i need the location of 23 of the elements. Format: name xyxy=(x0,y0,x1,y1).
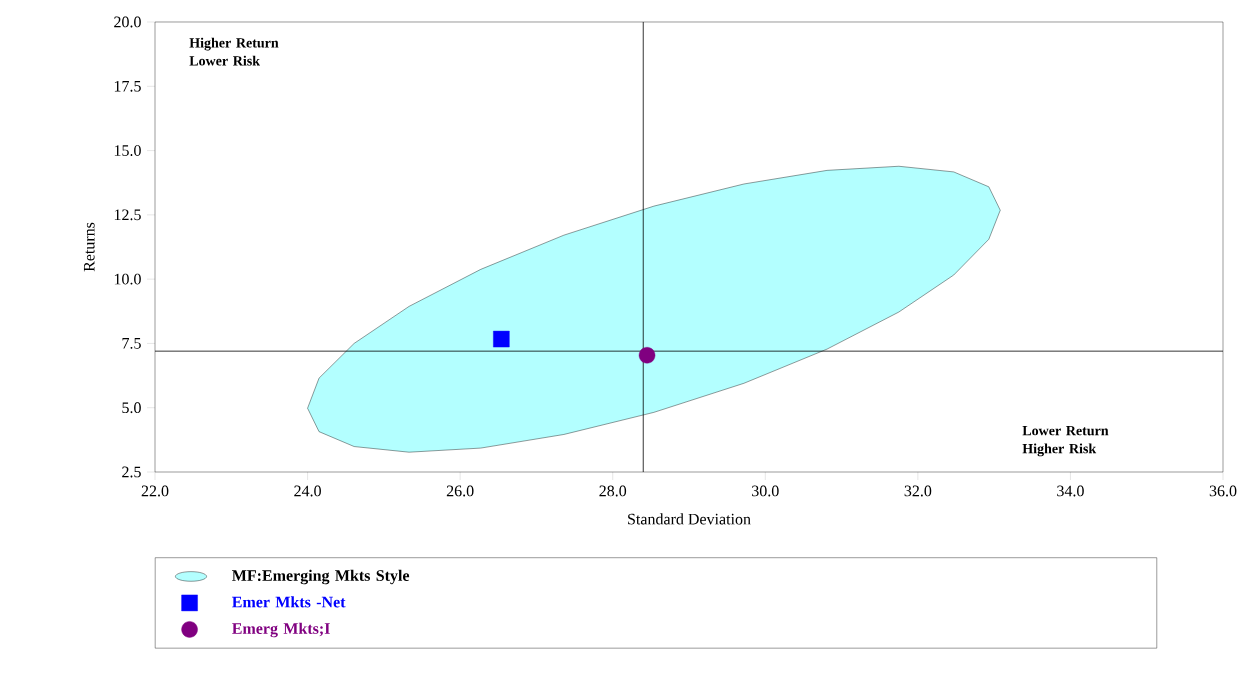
annotation: Lower Return Higher Risk xyxy=(1022,426,1109,457)
x-tick-label: 28.0 xyxy=(599,485,627,497)
y-tick-label: 7.5 xyxy=(122,338,141,349)
y-tick-label: 12.5 xyxy=(114,209,141,221)
x-tick-label: 32.0 xyxy=(904,485,932,497)
x-axis-title: Standard Deviation xyxy=(628,513,751,525)
y-tick-label: 2.5 xyxy=(122,466,141,478)
x-tick-label: 26.0 xyxy=(446,485,474,497)
y-tick-label: 20.0 xyxy=(114,16,141,28)
legend-label: Emer Mkts -Net xyxy=(232,596,346,608)
y-tick-label: 10.0 xyxy=(114,273,141,285)
legend-label: MF:Emerging Mkts Style xyxy=(232,569,410,585)
x-tick-label: 22.0 xyxy=(141,485,169,497)
annotation: Higher Return Lower Risk xyxy=(189,37,279,66)
x-tick-label: 30.0 xyxy=(752,485,779,497)
y-axis-title: Returns xyxy=(83,222,95,272)
x-tick-label: 34.0 xyxy=(1057,485,1084,497)
x-tick-label: 36.0 xyxy=(1209,485,1237,497)
y-tick-label: 5.0 xyxy=(122,402,141,414)
y-tick-label: 15.0 xyxy=(114,145,141,157)
y-tick-label: 17.5 xyxy=(114,80,141,92)
x-tick-label: 24.0 xyxy=(294,485,321,497)
legend-label: Emerg Mkts;I xyxy=(232,622,330,638)
